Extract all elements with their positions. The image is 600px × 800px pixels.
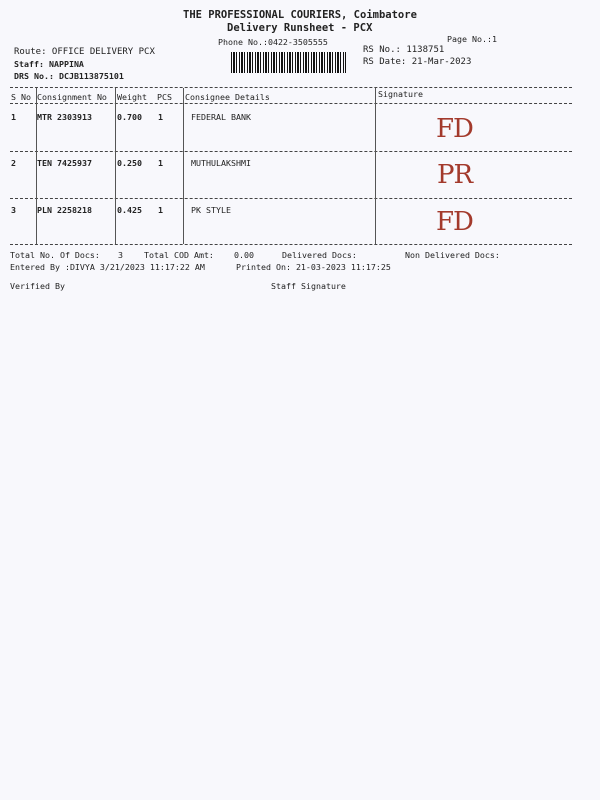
drs-number: DRS No.: DCJB113875101 (14, 71, 124, 81)
delivered-docs-label: Delivered Docs: (282, 250, 357, 260)
row-weight: 0.700 (117, 112, 142, 122)
phone-number: Phone No.:0422-3505555 (218, 37, 328, 47)
divider (10, 198, 572, 199)
column-divider (115, 88, 116, 244)
header-weight: Weight (117, 92, 147, 102)
document-title: Delivery Runsheet - PCX (227, 22, 373, 34)
header-consignment: Consignment No (37, 92, 107, 102)
column-divider (375, 88, 376, 244)
row-pcs: 1 (158, 158, 163, 168)
company-name: THE PROFESSIONAL COURIERS, Coimbatore (183, 9, 417, 21)
rs-number: RS No.: 1138751 (363, 45, 445, 55)
total-docs-label: Total No. Of Docs: (10, 250, 100, 260)
handwritten-signature: PR (437, 160, 473, 190)
row-pcs: 1 (158, 112, 163, 122)
row-consignee: FEDERAL BANK (191, 112, 251, 122)
row-consignment: TEN 7425937 (37, 158, 92, 168)
printed-on: Printed On: 21-03-2023 11:17:25 (236, 262, 391, 272)
row-consignment: PLN 2258218 (37, 205, 92, 215)
total-docs-value: 3 (118, 250, 123, 260)
row-consignee: PK STYLE (191, 205, 231, 215)
row-sno: 2 (11, 158, 16, 168)
column-divider (36, 88, 37, 244)
divider (10, 87, 572, 88)
rs-date: RS Date: 21-Mar-2023 (363, 57, 472, 67)
entered-by: Entered By :DIVYA 3/21/2023 11:17:22 AM (10, 262, 205, 272)
row-weight: 0.425 (117, 205, 142, 215)
barcode (231, 52, 346, 73)
divider (10, 151, 572, 152)
divider (10, 103, 572, 104)
row-sno: 1 (11, 112, 16, 122)
handwritten-signature: FD (436, 114, 474, 144)
verified-by: Verified By (10, 281, 65, 291)
row-pcs: 1 (158, 205, 163, 215)
header-pcs: PCS (157, 92, 172, 102)
row-consignee: MUTHULAKSHMI (191, 158, 251, 168)
page-number: Page No.:1 (447, 34, 497, 44)
total-cod-value: 0.00 (234, 250, 254, 260)
header-sno: S No (11, 92, 31, 102)
row-consignment: MTR 2303913 (37, 112, 92, 122)
handwritten-signature: FD (436, 207, 474, 237)
header-consignee: Consignee Details (185, 92, 270, 102)
total-cod-label: Total COD Amt: (144, 250, 214, 260)
row-weight: 0.250 (117, 158, 142, 168)
header-signature: Signature (378, 89, 423, 99)
row-sno: 3 (11, 205, 16, 215)
divider (10, 244, 572, 245)
non-delivered-docs-label: Non Delivered Docs: (405, 250, 500, 260)
column-divider (183, 88, 184, 244)
staff-signature: Staff Signature (271, 281, 346, 291)
staff: Staff: NAPPINA (14, 59, 84, 69)
route: Route: OFFICE DELIVERY PCX (14, 47, 155, 57)
